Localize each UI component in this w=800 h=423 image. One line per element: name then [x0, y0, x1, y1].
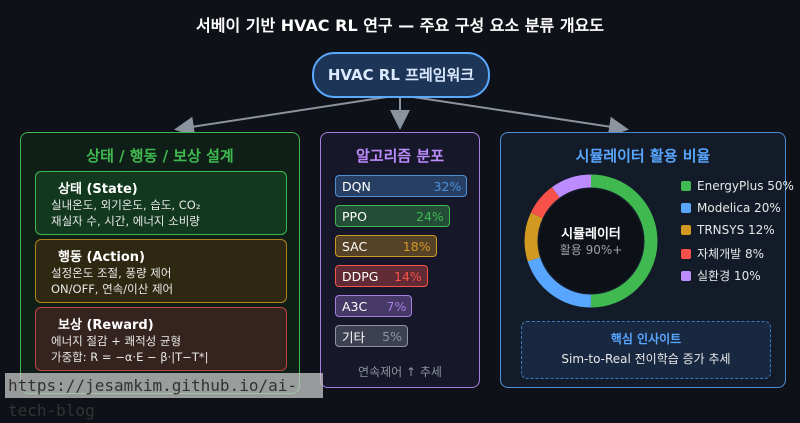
legend-item: TRNSYS 12%: [681, 223, 775, 237]
legend-label: 실환경 10%: [697, 269, 761, 283]
algorithm-value: 14%: [394, 268, 422, 284]
reward-line: 가중합: R = −α·E − β·|T−T*|: [51, 350, 209, 364]
algorithm-value: 18%: [402, 238, 431, 254]
legend-label: Modelica 20%: [697, 201, 781, 215]
insight-title: 핵심 인사이트: [610, 332, 682, 346]
state-line: 재실자 수, 시간, 에너지 소비량: [51, 214, 200, 228]
legend-swatch: [681, 271, 691, 281]
donut-hole: [539, 189, 643, 293]
page-title: 서베이 기반 HVAC RL 연구 — 주요 구성 요소 분류 개요도: [196, 16, 604, 35]
algorithm-name: A3C: [342, 298, 368, 314]
algorithm-value: 7%: [386, 298, 407, 314]
donut-slice: [524, 174, 658, 308]
donut-center-sub: 활용 90%+: [559, 243, 623, 257]
algorithm-bar-1: PPO 24%: [335, 205, 450, 227]
algorithm-name: SAC: [342, 238, 368, 254]
algorithm-bar-0: DQN 32%: [335, 175, 468, 197]
legend-swatch: [681, 249, 691, 259]
simulator-panel: 시뮬레이터 활용 비율 시뮬레이터 활용 90%+ EnergyPlus 50%…: [500, 132, 794, 388]
action-heading: 행동 (Action): [58, 250, 145, 265]
algorithm-name: DDPG: [342, 268, 379, 284]
hvac-rl-framework-node: HVAC RL 프레임워크: [312, 52, 490, 98]
algorithm-panel: 알고리즘 분포 DQN 32% PPO 24% SAC 18% DDPG 14% A3C 7% 기타…: [320, 132, 480, 388]
simulator-title: 시뮬레이터 활용 비율: [575, 147, 711, 165]
algorithm-title: 알고리즘 분포: [355, 147, 445, 165]
algorithm-footer: 연속제어 ↑ 추세: [358, 365, 442, 379]
insight-box: 핵심 인사이트 Sim-to-Real 전이학습 증가 추세: [521, 321, 771, 379]
action-card: 행동 (Action) 설정온도 조절, 풍량 제어 ON/OFF, 연속/이산…: [35, 239, 287, 303]
algorithm-name: PPO: [342, 208, 367, 224]
algorithm-value: 5%: [382, 328, 402, 344]
algorithm-value: 32%: [433, 178, 462, 194]
state-card: 상태 (State) 실내온도, 외기온도, 습도, CO₂ 재실자 수, 시간…: [35, 171, 287, 235]
insight-text: Sim-to-Real 전이학습 증가 추세: [561, 352, 731, 366]
algorithm-value: 24%: [416, 208, 444, 224]
algorithm-bar-3: DDPG 14%: [335, 265, 428, 287]
design-title: 상태 / 행동 / 보상 설계: [86, 147, 234, 165]
donut-slice: [524, 174, 658, 308]
legend-label: EnergyPlus 50%: [697, 179, 794, 193]
action-line: 설정온도 조절, 풍량 제어: [51, 266, 172, 280]
algorithm-bar-4: A3C 7%: [335, 295, 413, 317]
legend-swatch: [681, 225, 691, 235]
arrow-to-design: [174, 94, 401, 137]
legend-swatch: [681, 203, 691, 213]
legend-item: EnergyPlus 50%: [681, 179, 794, 193]
design-panel: 상태 / 행동 / 보상 설계 상태 (State) 실내온도, 외기온도, 습…: [20, 132, 300, 394]
action-line: ON/OFF, 연속/이산 제어: [51, 282, 174, 296]
arrow-to-simulators: [399, 94, 629, 137]
reward-line: 에너지 절감 + 쾌적성 균형: [51, 334, 182, 348]
legend-label: TRNSYS 12%: [697, 223, 775, 237]
algorithm-bar-2: SAC 18%: [335, 235, 437, 257]
algorithm-bar-5: 기타 5%: [335, 325, 408, 347]
watermark: https://jesamkim.github.io/ai-tech-blog: [5, 373, 323, 420]
state-heading: 상태 (State): [58, 182, 138, 197]
algorithm-name: DQN: [342, 178, 371, 194]
legend-item: 자체개발 8%: [681, 245, 764, 262]
connector-arrows: [174, 94, 629, 137]
donut-center-title: 시뮬레이터: [561, 227, 621, 242]
legend-item: 실환경 10%: [681, 267, 761, 284]
simulator-donut: [524, 174, 658, 308]
legend-item: Modelica 20%: [681, 201, 781, 215]
reward-heading: 보상 (Reward): [58, 318, 154, 333]
reward-card: 보상 (Reward) 에너지 절감 + 쾌적성 균형 가중합: R = −α·…: [35, 307, 287, 371]
legend-label: 자체개발 8%: [697, 247, 765, 261]
algorithm-name: 기타: [342, 329, 366, 345]
state-line: 실내온도, 외기온도, 습도, CO₂: [51, 198, 201, 212]
legend-swatch: [681, 181, 691, 191]
